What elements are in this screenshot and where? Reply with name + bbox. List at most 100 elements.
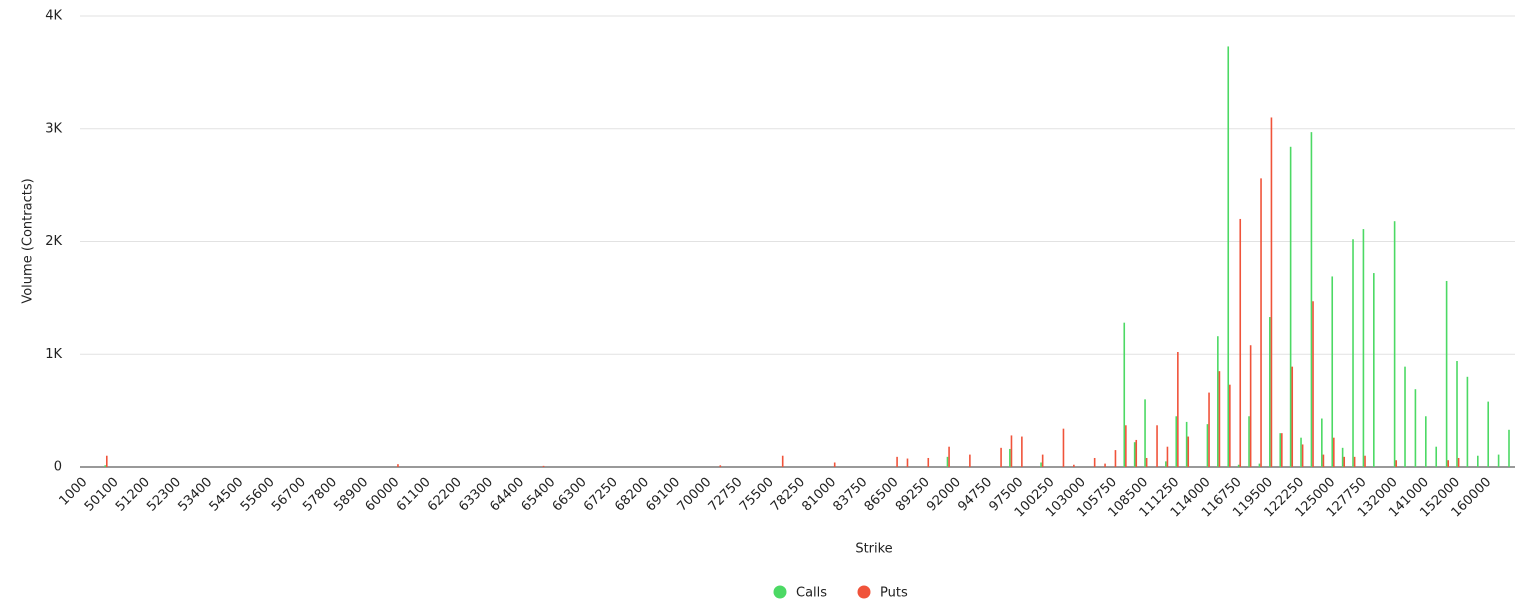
legend-label: Puts [880, 586, 908, 601]
bar [1322, 454, 1325, 467]
bar [1145, 457, 1148, 467]
x-tick-label: 60000 [363, 475, 403, 515]
bar [1466, 376, 1469, 467]
bar [1312, 301, 1314, 467]
bar [1177, 351, 1179, 467]
bar [1073, 464, 1075, 467]
x-axis-label: Strike [855, 542, 892, 557]
x-tick-label: 68200 [612, 475, 652, 515]
bar [781, 455, 784, 467]
bar [1300, 437, 1302, 467]
bar [1062, 428, 1065, 467]
bar [1447, 460, 1450, 467]
bar [1301, 444, 1304, 467]
bar [1009, 448, 1011, 467]
x-tick-label: 52300 [144, 475, 184, 515]
bar [1269, 317, 1271, 467]
bar [1477, 455, 1479, 467]
bar [833, 462, 836, 467]
bar [1114, 450, 1117, 467]
bar [1156, 425, 1158, 467]
bar [1135, 439, 1138, 467]
y-tick-label: 3K [45, 121, 62, 136]
bar [1185, 421, 1188, 467]
bar [1353, 456, 1356, 467]
bar [1021, 436, 1023, 467]
bar [542, 465, 545, 467]
y-tick-label: 1K [45, 347, 62, 362]
bar [1187, 436, 1190, 467]
bar [1165, 461, 1167, 467]
bar [1260, 178, 1262, 468]
bar [1218, 371, 1221, 467]
bar [1227, 46, 1230, 467]
x-tick-label: 55600 [238, 475, 278, 515]
x-tick-label: 75500 [737, 475, 777, 515]
bar [397, 464, 399, 467]
bar [1331, 276, 1334, 467]
y-tick-label: 4K [45, 9, 62, 24]
x-tick-label: 69100 [643, 475, 683, 515]
bar [1175, 416, 1178, 467]
bar [1125, 425, 1127, 467]
bar [105, 455, 108, 467]
x-tick-label: 64400 [487, 475, 527, 515]
x-tick-label: 86500 [862, 475, 902, 515]
bar [1229, 384, 1231, 467]
bar [1217, 336, 1219, 467]
x-tick-label: 89250 [893, 475, 933, 515]
x-tick-label: 65400 [519, 475, 559, 515]
y-axis-label: Volume (Contracts) [21, 178, 36, 303]
bar [1291, 366, 1294, 467]
x-tick-label: 51200 [113, 475, 153, 515]
bar [948, 446, 950, 467]
x-tick-label: 94750 [955, 475, 995, 515]
bar [1041, 454, 1044, 467]
bar [1289, 146, 1292, 468]
x-tick-label: 63300 [456, 475, 496, 515]
bar [1279, 433, 1282, 467]
bar [969, 454, 971, 467]
bar [1343, 456, 1346, 467]
bar [1310, 132, 1313, 467]
bar [1445, 280, 1448, 467]
x-tick-label: 83750 [831, 475, 871, 515]
bar [1248, 416, 1250, 467]
bar [1352, 239, 1354, 467]
bar [1364, 455, 1366, 467]
bar [1270, 117, 1273, 467]
bar [1010, 435, 1013, 467]
bar [1208, 392, 1210, 467]
bar [1144, 399, 1146, 467]
bar [896, 456, 898, 467]
bar [1104, 463, 1106, 467]
legend-marker [773, 585, 787, 599]
x-tick-label: 62200 [425, 475, 465, 515]
bar [104, 465, 106, 467]
x-tick-label: 92000 [924, 475, 964, 515]
bar [1414, 389, 1417, 467]
x-tick-label: 67250 [581, 475, 621, 515]
x-tick-label: 70000 [675, 475, 715, 515]
bar [906, 458, 909, 467]
bar [1373, 273, 1375, 467]
bar [1425, 416, 1427, 467]
bar [1258, 463, 1261, 467]
x-tick-label: 57800 [300, 475, 340, 515]
bar [1395, 460, 1398, 467]
x-tick-label: 50100 [82, 475, 122, 515]
bar [1487, 401, 1490, 467]
bar [1239, 218, 1242, 467]
bar [1040, 462, 1042, 467]
bar [1321, 418, 1323, 467]
bar [1133, 442, 1136, 467]
bar [1237, 464, 1240, 467]
bar [1362, 229, 1365, 467]
bar [1166, 446, 1169, 467]
bar [1393, 221, 1396, 467]
bar [1497, 454, 1500, 467]
bar [1333, 437, 1335, 467]
x-tick-label: 53400 [175, 475, 215, 515]
bar [1249, 345, 1252, 467]
